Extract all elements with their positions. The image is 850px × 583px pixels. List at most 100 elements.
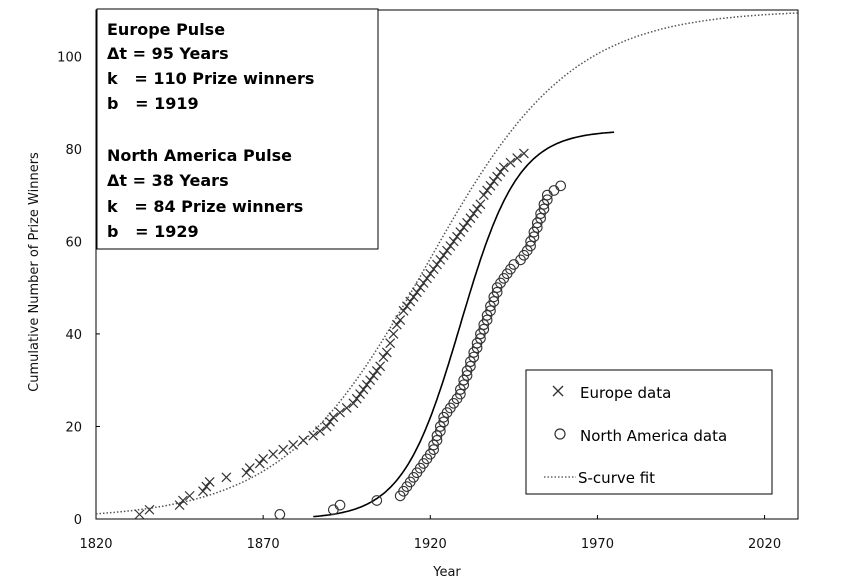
north-america-data-point [491, 286, 503, 298]
north-america-data-point [555, 180, 567, 192]
north-america-s-curve-fit [313, 131, 615, 518]
north-america-data-point [471, 342, 483, 354]
y-tick-label: 20 [65, 420, 82, 435]
x-tick-label: 1820 [79, 537, 112, 552]
europe-data-point [335, 407, 345, 418]
north-america-data-point [434, 425, 446, 437]
europe-data-point [184, 490, 195, 501]
europe-data-point [288, 440, 299, 450]
europe-pulse-dt: Δt = 95 Years [107, 44, 229, 63]
europe-data-point [201, 481, 212, 492]
y-tick-label: 0 [74, 513, 82, 528]
europe-data-point [498, 162, 509, 173]
europe-data-point [315, 426, 325, 437]
europe-data-point [328, 412, 339, 423]
north-america-data-point [465, 360, 476, 372]
na-pulse-k: k = 84 Prize winners [107, 197, 303, 216]
europe-data-point [361, 379, 372, 390]
europe-data-point [351, 393, 362, 404]
north-america-data-point [461, 370, 473, 381]
legend-label-europe: Europe data [580, 384, 671, 402]
europe-data-point [475, 199, 486, 210]
europe-data-point [177, 495, 188, 506]
europe-data-point [452, 231, 462, 242]
europe-data-point [445, 241, 456, 251]
europe-data-point [418, 278, 429, 288]
europe-data-point [432, 259, 442, 270]
europe-data-point [495, 167, 506, 177]
europe-data-point [438, 250, 449, 261]
y-tick-label: 80 [65, 143, 82, 158]
na-pulse-b: b = 1929 [107, 222, 199, 241]
europe-data-point [468, 208, 479, 219]
north-america-data-point [431, 434, 443, 446]
europe-data-point [458, 222, 469, 233]
y-tick-labels: 0 20 40 60 80 100 [57, 50, 100, 528]
europe-data-point [308, 430, 319, 441]
europe-data-point [321, 421, 332, 432]
x-tick-labels: 1820 1870 1920 1970 2020 [79, 515, 781, 552]
plot-frame [95, 9, 799, 520]
europe-data-point [405, 296, 416, 307]
north-america-data-point [327, 504, 339, 516]
na-pulse-title: North America Pulse [107, 146, 292, 165]
x-tick-label: 2020 [748, 537, 781, 552]
europe-data-point [478, 190, 489, 201]
fit-curves [95, 12, 798, 518]
europe-data-point [134, 509, 145, 520]
europe-data-point [221, 472, 232, 483]
legend-circle-marker-icon [554, 428, 566, 440]
north-america-data-point [371, 495, 383, 506]
europe-data-point [455, 227, 466, 238]
europe-data-point [381, 347, 392, 358]
north-america-data-point [334, 499, 346, 511]
europe-s-curve-fit [95, 12, 798, 515]
europe-data-point [482, 185, 493, 196]
north-america-data-point [458, 379, 470, 391]
north-america-data-point [475, 333, 486, 344]
north-america-data-point [455, 388, 466, 400]
north-america-data-point [468, 351, 480, 363]
north-america-data-point [478, 323, 490, 335]
europe-data-point [375, 361, 386, 372]
north-america-data-point [531, 222, 543, 233]
north-america-data-point [438, 416, 450, 428]
europe-pulse-b: b = 1919 [107, 94, 199, 113]
y-tick-label: 40 [65, 328, 82, 343]
north-america-data-point [488, 296, 500, 307]
europe-data-point [448, 236, 459, 247]
europe-data-point [241, 467, 252, 478]
x-axis-label: Year [432, 565, 461, 580]
north-america-data-point [485, 305, 496, 317]
europe-data-point [472, 204, 483, 214]
europe-data-point [411, 287, 422, 298]
europe-data-point [278, 444, 289, 455]
europe-data-point [428, 264, 439, 275]
europe-data-point [422, 273, 432, 284]
legend-label-s-curve: S-curve fit [578, 469, 655, 487]
europe-data-point [378, 352, 389, 362]
europe-data-point [391, 319, 402, 330]
europe-data-point [371, 366, 382, 376]
annotation-box-frame [96, 8, 379, 250]
europe-data-point [355, 389, 366, 399]
europe-data-point [144, 504, 155, 515]
europe-data-point [465, 213, 476, 224]
north-america-data-point [528, 231, 540, 243]
europe-data-point [198, 486, 208, 497]
north-america-data-point [274, 509, 286, 520]
europe-data-point [385, 338, 396, 349]
europe-data-point [325, 416, 335, 427]
north-america-data-point [548, 185, 560, 196]
europe-data-point [258, 453, 269, 464]
europe-data-point [254, 458, 265, 469]
europe-data-point [462, 217, 472, 228]
y-tick-label: 60 [65, 235, 82, 250]
europe-data-point [488, 176, 499, 187]
north-america-data-point [541, 194, 553, 206]
europe-data-point [298, 435, 309, 446]
europe-data-point [348, 398, 359, 409]
north-america-data-point [481, 314, 493, 326]
europe-data-point [415, 282, 426, 293]
europe-pulse-title: Europe Pulse [107, 20, 225, 39]
